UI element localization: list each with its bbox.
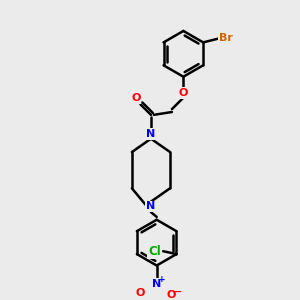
Text: O: O	[166, 290, 176, 300]
Text: Br: Br	[219, 33, 233, 43]
Text: Cl: Cl	[148, 245, 161, 258]
Text: N: N	[152, 279, 161, 289]
Text: −: −	[173, 287, 182, 297]
Text: +: +	[158, 275, 165, 284]
Text: N: N	[146, 201, 156, 212]
Text: N: N	[146, 129, 156, 139]
Text: O: O	[179, 88, 188, 98]
Text: O: O	[131, 93, 140, 103]
Text: O: O	[136, 288, 145, 298]
